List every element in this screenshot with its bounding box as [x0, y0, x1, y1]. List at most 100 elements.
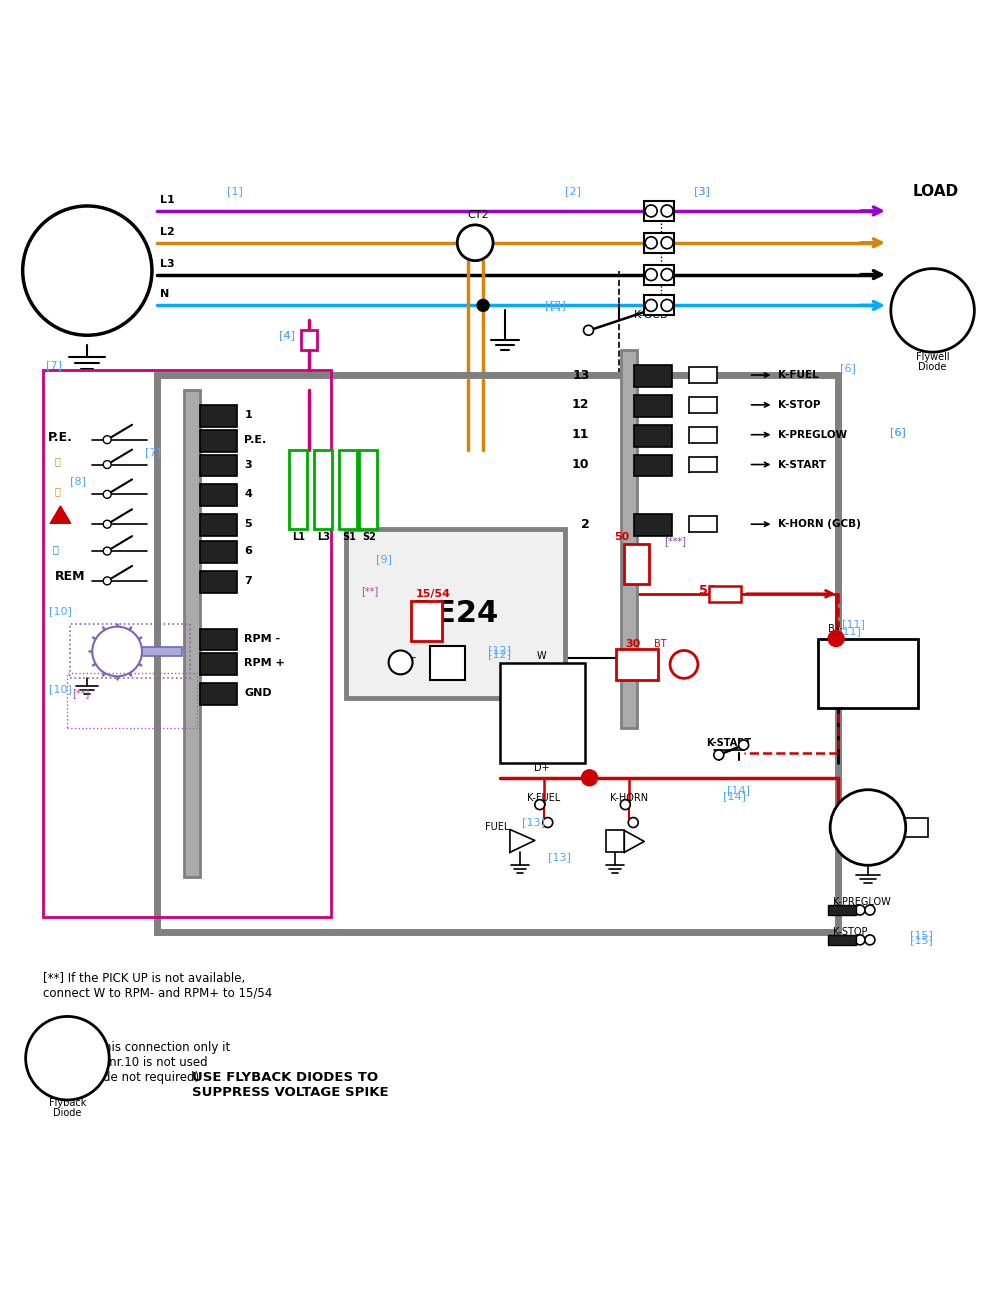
Bar: [43, 370, 331, 917]
Bar: [500, 664, 585, 763]
Text: 5: 5: [244, 519, 252, 529]
Text: 1: 1: [244, 410, 252, 420]
Text: [14]: [14]: [727, 785, 750, 795]
Text: 3: 3: [244, 459, 252, 470]
Circle shape: [891, 268, 974, 353]
Text: BE24: BE24: [412, 599, 498, 628]
Bar: [644, 201, 674, 220]
Text: +: +: [830, 650, 842, 664]
Circle shape: [103, 490, 111, 498]
Text: 13: 13: [572, 368, 590, 381]
Text: [6]: [6]: [840, 363, 856, 374]
Text: 6: 6: [244, 546, 252, 556]
Circle shape: [26, 1017, 109, 1100]
Bar: [828, 905, 856, 914]
Circle shape: [477, 300, 489, 311]
Text: K-HORN: K-HORN: [610, 792, 648, 803]
Text: REM: REM: [54, 571, 85, 584]
Circle shape: [714, 750, 724, 760]
Text: P.E.: P.E.: [244, 434, 267, 445]
Text: −: −: [395, 656, 406, 669]
Circle shape: [389, 651, 412, 674]
Polygon shape: [624, 830, 644, 852]
Circle shape: [103, 436, 111, 444]
Circle shape: [582, 770, 597, 786]
Text: G: G: [77, 258, 98, 283]
Bar: [828, 935, 856, 944]
Bar: [200, 429, 237, 451]
Bar: [67, 673, 197, 728]
Circle shape: [645, 300, 657, 311]
Bar: [818, 638, 918, 708]
Text: 🔧: 🔧: [54, 457, 60, 467]
Text: [2]: [2]: [565, 185, 581, 196]
Circle shape: [620, 800, 630, 809]
Text: [13]: [13]: [548, 852, 571, 863]
Text: Diode: Diode: [53, 1108, 82, 1118]
Text: FUEL: FUEL: [485, 822, 509, 833]
Text: USE FLYBACK DIODES TO
SUPPRESS VOLTAGE SPIKE: USE FLYBACK DIODES TO SUPPRESS VOLTAGE S…: [192, 1071, 388, 1099]
Text: Flyback: Flyback: [49, 1099, 86, 1108]
Bar: [621, 350, 637, 728]
Bar: [644, 233, 674, 253]
Text: 🔑: 🔑: [54, 486, 60, 497]
Text: K-FUEL: K-FUEL: [527, 792, 560, 803]
Text: [10]: [10]: [49, 606, 71, 616]
Text: N: N: [160, 289, 169, 300]
Bar: [301, 331, 317, 350]
Text: 50: 50: [614, 532, 629, 542]
Text: BT: BT: [654, 638, 667, 648]
Bar: [634, 514, 672, 536]
Circle shape: [865, 905, 875, 914]
Text: [4]: [4]: [279, 331, 295, 340]
Circle shape: [661, 237, 673, 249]
Circle shape: [543, 817, 553, 827]
Bar: [903, 817, 928, 838]
Text: 12-24V: 12-24V: [846, 665, 890, 676]
Text: [12]: [12]: [488, 650, 511, 659]
Circle shape: [103, 547, 111, 555]
Text: [13]: [13]: [522, 817, 545, 827]
Bar: [200, 684, 237, 706]
Text: W: W: [537, 651, 547, 661]
Text: [***] Use this connection only it
the output nr.10 is not used
(AUTO mode not re: [***] Use this connection only it the ou…: [43, 1041, 230, 1084]
Text: [6]: [6]: [890, 427, 906, 437]
Bar: [411, 601, 442, 641]
Bar: [52, 1067, 83, 1079]
Circle shape: [645, 305, 655, 315]
Text: [1]: [1]: [227, 185, 242, 196]
Text: S2: S2: [362, 532, 376, 542]
Text: −: −: [890, 650, 902, 664]
Text: [3]: [3]: [694, 185, 710, 196]
Text: K-PREGLOW: K-PREGLOW: [833, 898, 891, 907]
Bar: [359, 450, 377, 529]
Bar: [200, 629, 237, 651]
Bar: [184, 390, 200, 877]
Text: [***]: [***]: [664, 536, 686, 546]
Bar: [606, 830, 624, 852]
Bar: [634, 424, 672, 446]
Circle shape: [103, 460, 111, 468]
Text: S1: S1: [342, 532, 356, 542]
Bar: [346, 529, 565, 698]
Text: [11]: [11]: [842, 619, 865, 629]
Bar: [339, 450, 357, 529]
Text: L3: L3: [160, 258, 175, 268]
Text: [3]: [3]: [694, 185, 710, 196]
Bar: [200, 654, 237, 676]
Text: [**]: [**]: [72, 689, 90, 698]
Text: [**]: [**]: [361, 586, 378, 595]
Circle shape: [855, 935, 865, 944]
Text: [7]: [7]: [145, 446, 161, 457]
Polygon shape: [510, 830, 535, 852]
Text: 15/54: 15/54: [415, 589, 450, 599]
Circle shape: [103, 520, 111, 528]
Circle shape: [645, 237, 657, 249]
Text: D+: D+: [534, 763, 550, 773]
Text: K-HORN (GCB): K-HORN (GCB): [778, 519, 861, 529]
Text: L1: L1: [293, 532, 306, 542]
Text: RPM -: RPM -: [244, 633, 281, 643]
Circle shape: [739, 741, 749, 750]
Bar: [689, 516, 717, 532]
Bar: [142, 646, 182, 656]
